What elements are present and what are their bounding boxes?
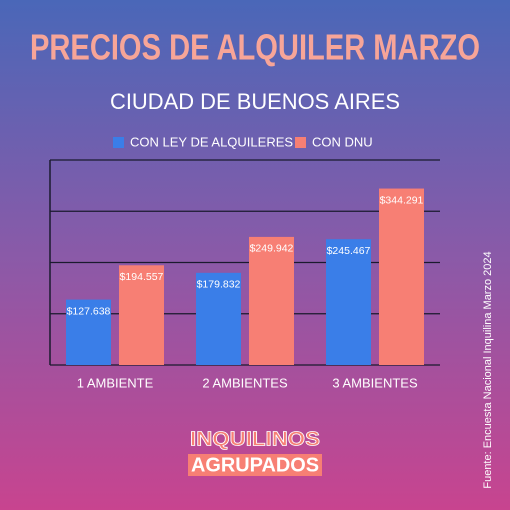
bar bbox=[196, 272, 241, 365]
logo-line: AGRUPADOS bbox=[191, 454, 319, 476]
chart-title: PRECIOS DE ALQUILER MARZO bbox=[30, 27, 480, 68]
bar bbox=[379, 188, 424, 365]
value-label: $344.291 bbox=[380, 194, 424, 206]
legend-label: CON DNU bbox=[312, 134, 373, 149]
value-label: $179.832 bbox=[197, 279, 241, 291]
value-label: $245.467 bbox=[327, 245, 371, 257]
logo-box bbox=[188, 454, 322, 476]
legend-label: CON LEY DE ALQUILERES bbox=[130, 134, 293, 149]
source-note: Fuente: Encuesta Nacional Inquilina Marz… bbox=[482, 251, 494, 488]
x-tick-label: 3 AMBIENTES bbox=[332, 375, 418, 390]
bar bbox=[66, 299, 111, 365]
bar bbox=[326, 239, 371, 365]
x-tick-label: 1 AMBIENTE bbox=[77, 375, 154, 390]
x-tick-label: 2 AMBIENTES bbox=[202, 375, 288, 390]
chart-subtitle: CIUDAD DE BUENOS AIRES bbox=[110, 89, 400, 114]
bar bbox=[119, 265, 164, 365]
bar bbox=[249, 236, 294, 365]
value-label: $127.638 bbox=[67, 305, 111, 317]
logo: INQUILINOS AGRUPADOS bbox=[188, 428, 322, 476]
legend-swatch bbox=[113, 137, 124, 148]
value-label: $249.942 bbox=[250, 243, 294, 255]
logo-line: INQUILINOS bbox=[190, 428, 320, 450]
value-label: $194.557 bbox=[120, 271, 164, 283]
legend-swatch bbox=[295, 137, 306, 148]
